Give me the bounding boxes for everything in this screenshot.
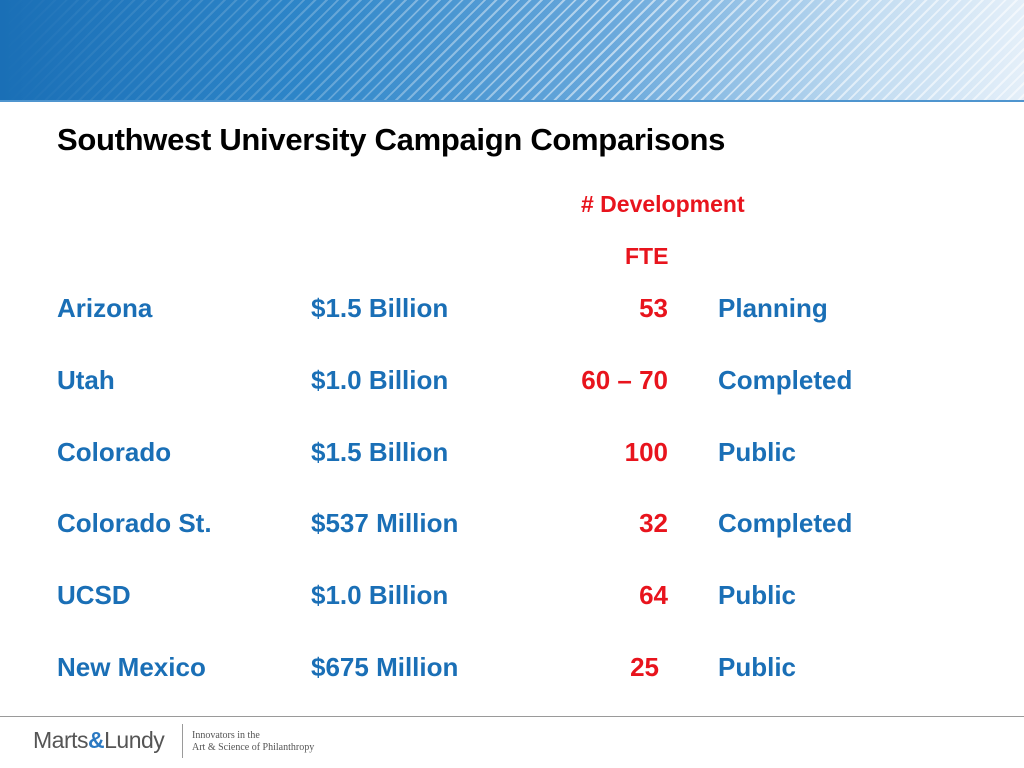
school-name: Colorado — [57, 437, 172, 467]
campaign-amount: $1.5 Billion — [311, 437, 449, 467]
logo-ampersand: & — [88, 727, 105, 753]
campaign-amount: $1.0 Billion — [311, 365, 449, 395]
development-fte: 53 — [639, 293, 668, 323]
development-fte: 25 — [630, 652, 659, 682]
banner-stripes — [0, 0, 1024, 102]
logo-text-lundy: Lundy — [104, 727, 165, 753]
campaign-status: Public — [718, 437, 797, 467]
campaign-amount: $675 Million — [311, 652, 459, 682]
school-name: Colorado St. — [57, 508, 212, 538]
tagline-line1: Innovators in the — [192, 730, 260, 741]
campaign-status: Completed — [718, 365, 853, 395]
campaign-status: Completed — [718, 508, 853, 538]
table-row: Arizona $1.5 Billion 53 Planning — [0, 288, 1024, 328]
logo-text-marts: Marts — [33, 727, 89, 753]
table-row: Utah $1.0 Billion 60 – 70 Completed — [0, 360, 1024, 400]
header-banner — [0, 0, 1024, 102]
campaign-amount: $1.5 Billion — [311, 293, 449, 323]
table-row: UCSD $1.0 Billion 64 Public — [0, 575, 1024, 615]
tagline-line2: Art & Science of Philanthropy — [192, 742, 315, 753]
table-row: Colorado St. $537 Million 32 Completed — [0, 503, 1024, 543]
fte-column-header-line2: FTE — [625, 243, 669, 269]
banner-baseline — [0, 100, 1024, 102]
school-name: Utah — [57, 365, 115, 395]
fte-column-header-line1: # Development — [581, 191, 745, 217]
campaign-status: Public — [718, 580, 797, 610]
page-title: Southwest University Campaign Comparison… — [57, 122, 726, 157]
footer-divider — [0, 716, 1024, 717]
school-name: UCSD — [57, 580, 131, 610]
table-row: New Mexico $675 Million 25 Public — [0, 647, 1024, 687]
table-row: Colorado $1.5 Billion 100 Public — [0, 432, 1024, 472]
campaign-status: Planning — [718, 293, 828, 323]
campaign-status: Public — [718, 652, 797, 682]
campaign-amount: $537 Million — [311, 508, 459, 538]
development-fte: 60 – 70 — [581, 365, 668, 395]
school-name: Arizona — [57, 293, 153, 323]
development-fte: 100 — [624, 437, 668, 467]
development-fte: 64 — [639, 580, 668, 610]
development-fte: 32 — [639, 508, 668, 538]
logo-divider — [182, 724, 183, 758]
campaign-amount: $1.0 Billion — [311, 580, 449, 610]
school-name: New Mexico — [57, 652, 206, 682]
company-tagline: Innovators in the Art & Science of Phila… — [192, 730, 314, 754]
company-logo: Marts&Lundy — [33, 727, 165, 754]
